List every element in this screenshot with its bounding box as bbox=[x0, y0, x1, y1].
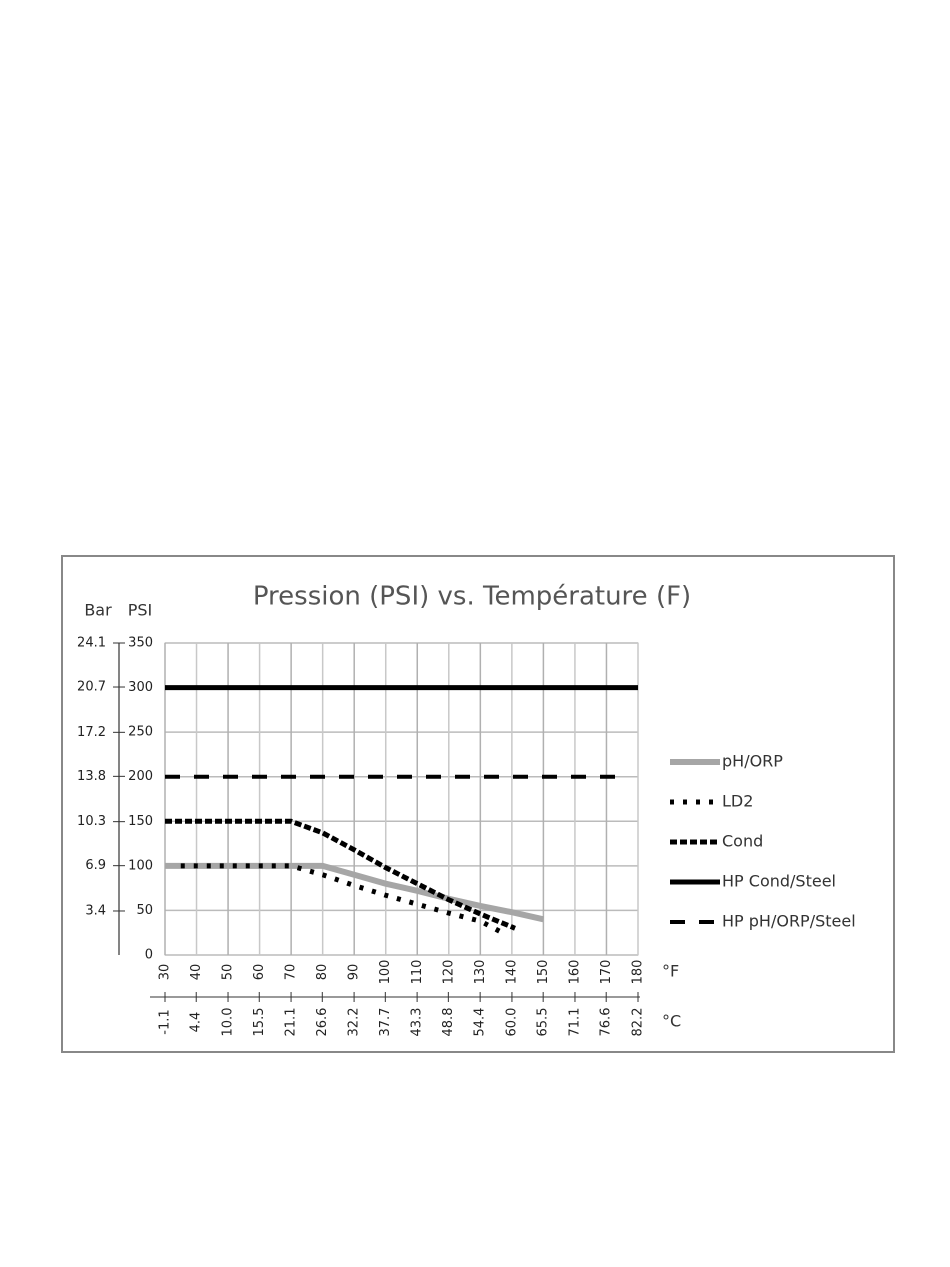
x2-tick-label: 82.2 bbox=[631, 1008, 646, 1037]
y2-tick-label: 13.8 bbox=[77, 769, 106, 784]
x2-tick-label: 60.0 bbox=[504, 1008, 519, 1037]
y-tick-label: 350 bbox=[128, 636, 153, 651]
x2-tick-label: 48.8 bbox=[441, 1008, 456, 1037]
legend-label: Cond bbox=[722, 832, 763, 851]
x2-tick-label: 26.6 bbox=[315, 1008, 330, 1037]
x-tick-label: 90 bbox=[347, 964, 362, 981]
x2-tick-label: 10.0 bbox=[221, 1008, 236, 1037]
x-tick-label: 100 bbox=[378, 960, 393, 985]
y-tick-label: 200 bbox=[128, 769, 153, 784]
x2-tick-label: 54.4 bbox=[473, 1008, 488, 1037]
x2-tick-label: 37.7 bbox=[378, 1008, 393, 1037]
y2-tick-label: 6.9 bbox=[85, 858, 106, 873]
series-line bbox=[165, 818, 516, 931]
y2-axis-label: Bar bbox=[84, 601, 112, 620]
x2-tick-label: 43.3 bbox=[410, 1008, 425, 1037]
x-tick-label: 80 bbox=[315, 964, 330, 981]
legend-label: LD2 bbox=[722, 792, 753, 811]
y-tick-label: 250 bbox=[128, 725, 153, 740]
x-tick-label: 30 bbox=[158, 964, 173, 981]
x-tick-label: 180 bbox=[631, 960, 646, 985]
x2-tick-label: 15.5 bbox=[252, 1008, 267, 1037]
x-axis-label: °F bbox=[662, 962, 679, 981]
legend-label: HP pH/ORP/Steel bbox=[722, 912, 856, 931]
x2-tick-label: 76.6 bbox=[599, 1008, 614, 1037]
x-tick-label: 60 bbox=[252, 964, 267, 981]
x2-tick-label: 32.2 bbox=[347, 1008, 362, 1037]
x2-tick-label: -1.1 bbox=[158, 1009, 173, 1034]
x2-tick-label: 21.1 bbox=[284, 1008, 299, 1037]
x2-tick-label: 71.1 bbox=[567, 1008, 582, 1037]
y2-tick-label: 3.4 bbox=[85, 903, 106, 918]
legend-label: pH/ORP bbox=[722, 752, 783, 771]
y2-tick-label: 20.7 bbox=[77, 680, 106, 695]
y-tick-label: 100 bbox=[128, 858, 153, 873]
x-tick-label: 50 bbox=[221, 964, 236, 981]
y2-tick-label: 17.2 bbox=[77, 725, 106, 740]
x-tick-label: 160 bbox=[567, 960, 582, 985]
legend-label: HP Cond/Steel bbox=[722, 872, 836, 891]
x-tick-label: 110 bbox=[410, 960, 425, 985]
x2-tick-label: 65.5 bbox=[536, 1008, 551, 1037]
x-tick-label: 150 bbox=[536, 960, 551, 985]
y2-tick-label: 10.3 bbox=[77, 814, 106, 829]
chart-title: Pression (PSI) vs. Température (F) bbox=[253, 582, 691, 612]
x-tick-label: 70 bbox=[284, 964, 299, 981]
y-axis-label: PSI bbox=[128, 601, 153, 620]
series-line bbox=[165, 862, 545, 923]
x-tick-label: 120 bbox=[441, 960, 456, 985]
series-line bbox=[180, 863, 504, 935]
x-tick-label: 170 bbox=[599, 960, 614, 985]
x-tick-label: 40 bbox=[189, 964, 204, 981]
x2-axis-label: °C bbox=[662, 1012, 681, 1031]
x2-tick-label: 4.4 bbox=[189, 1012, 204, 1033]
y-tick-label: 50 bbox=[136, 903, 153, 918]
x-tick-label: 130 bbox=[473, 960, 488, 985]
x-tick-label: 140 bbox=[504, 960, 519, 985]
plot-area bbox=[164, 642, 639, 956]
y2-tick-label: 24.1 bbox=[77, 636, 106, 651]
y-tick-label: 0 bbox=[145, 948, 153, 963]
y-tick-label: 300 bbox=[128, 680, 153, 695]
y-tick-label: 150 bbox=[128, 814, 153, 829]
